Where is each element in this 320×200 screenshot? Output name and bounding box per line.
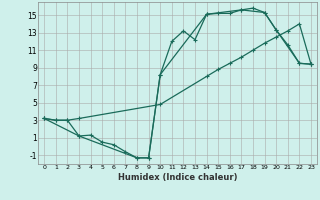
X-axis label: Humidex (Indice chaleur): Humidex (Indice chaleur) — [118, 173, 237, 182]
